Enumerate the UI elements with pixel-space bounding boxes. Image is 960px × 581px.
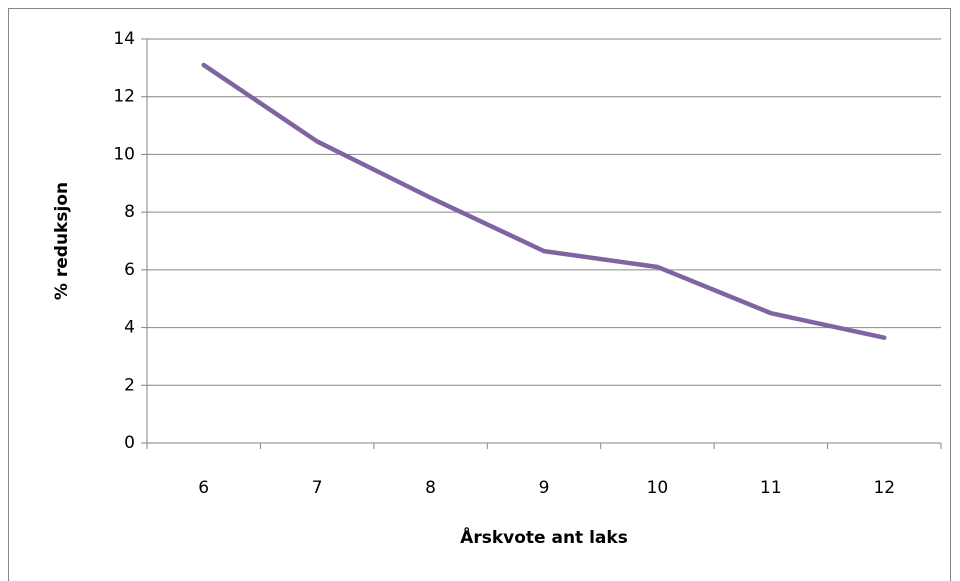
data-line: [201, 62, 887, 340]
x-tick-label: 12: [873, 478, 895, 498]
y-tick-label: 8: [124, 202, 135, 222]
x-tick-label: 6: [198, 478, 209, 498]
y-tick-label: 10: [113, 144, 135, 164]
y-tick-label: 2: [124, 375, 135, 395]
x-axis-title: Årskvote ant laks: [460, 525, 628, 548]
x-tick-label: 9: [539, 478, 550, 498]
x-tick-label: 7: [312, 478, 323, 498]
y-tick-label: 4: [124, 318, 135, 338]
y-tick-label: 6: [124, 260, 135, 280]
chart-frame: [8, 8, 951, 581]
x-tick-label: 11: [760, 478, 782, 498]
y-tick-label: 12: [113, 87, 135, 107]
y-tick-label: 14: [113, 29, 135, 49]
y-tick-label: 0: [124, 433, 135, 453]
x-tick-label: 10: [647, 478, 669, 498]
y-axis-title: % reduksjon: [52, 182, 72, 300]
x-tick-label: 8: [425, 478, 436, 498]
